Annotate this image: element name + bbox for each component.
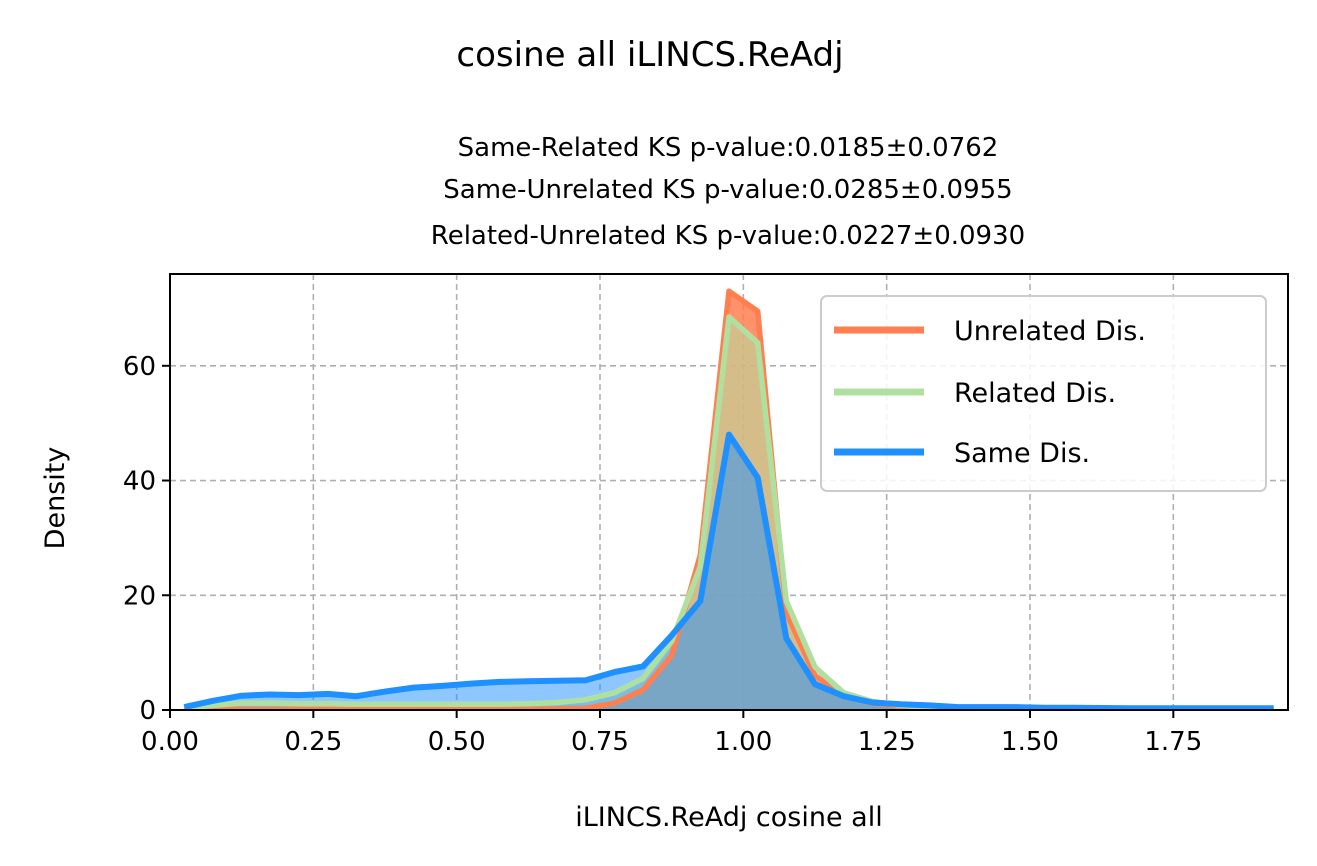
x-axis-ticks: 0.00 0.25 0.50 0.75 1.00 1.25 1.50 1.75 [141,710,1202,757]
x-tick-label: 1.75 [1144,727,1202,757]
x-axis-label: iLINCS.ReAdj cosine all [575,802,882,833]
legend-label-related: Related Dis. [954,378,1116,409]
x-tick-label: 0.00 [141,727,199,757]
plot-frame [169,273,1289,711]
legend-label-same: Same Dis. [954,438,1090,469]
x-tick-label: 1.50 [1001,727,1059,757]
density-areas [184,291,1274,710]
y-axis-label: Density [40,447,71,550]
y-tick-label: 20 [123,581,156,611]
x-tick-label: 0.75 [571,727,629,757]
x-tick-label: 0.25 [284,727,342,757]
y-tick-label: 0 [139,696,156,726]
x-tick-label: 0.50 [428,727,486,757]
x-tick-label: 1.25 [858,727,916,757]
y-axis-ticks: 0 20 40 60 [123,352,170,726]
legend-box [820,295,1267,492]
legend: Unrelated Dis. Related Dis. Same Dis. [820,295,1267,492]
y-tick-label: 40 [123,467,156,497]
chart-subtitle-line-1: Same-Related KS p-value:0.0185±0.0762 [458,133,999,163]
y-tick-label: 60 [123,352,156,382]
line-same-dis [183,431,1274,710]
chart-suptitle: cosine all iLINCS.ReAdj [456,35,843,75]
chart-subtitle-line-2: Same-Unrelated KS p-value:0.0285±0.0955 [443,175,1012,205]
chart-subtitle-line-3: Related-Unrelated KS p-value:0.0227±0.09… [431,221,1025,251]
legend-label-unrelated: Unrelated Dis. [954,316,1146,347]
area-same-dis [184,434,1274,710]
x-tick-label: 1.00 [714,727,772,757]
